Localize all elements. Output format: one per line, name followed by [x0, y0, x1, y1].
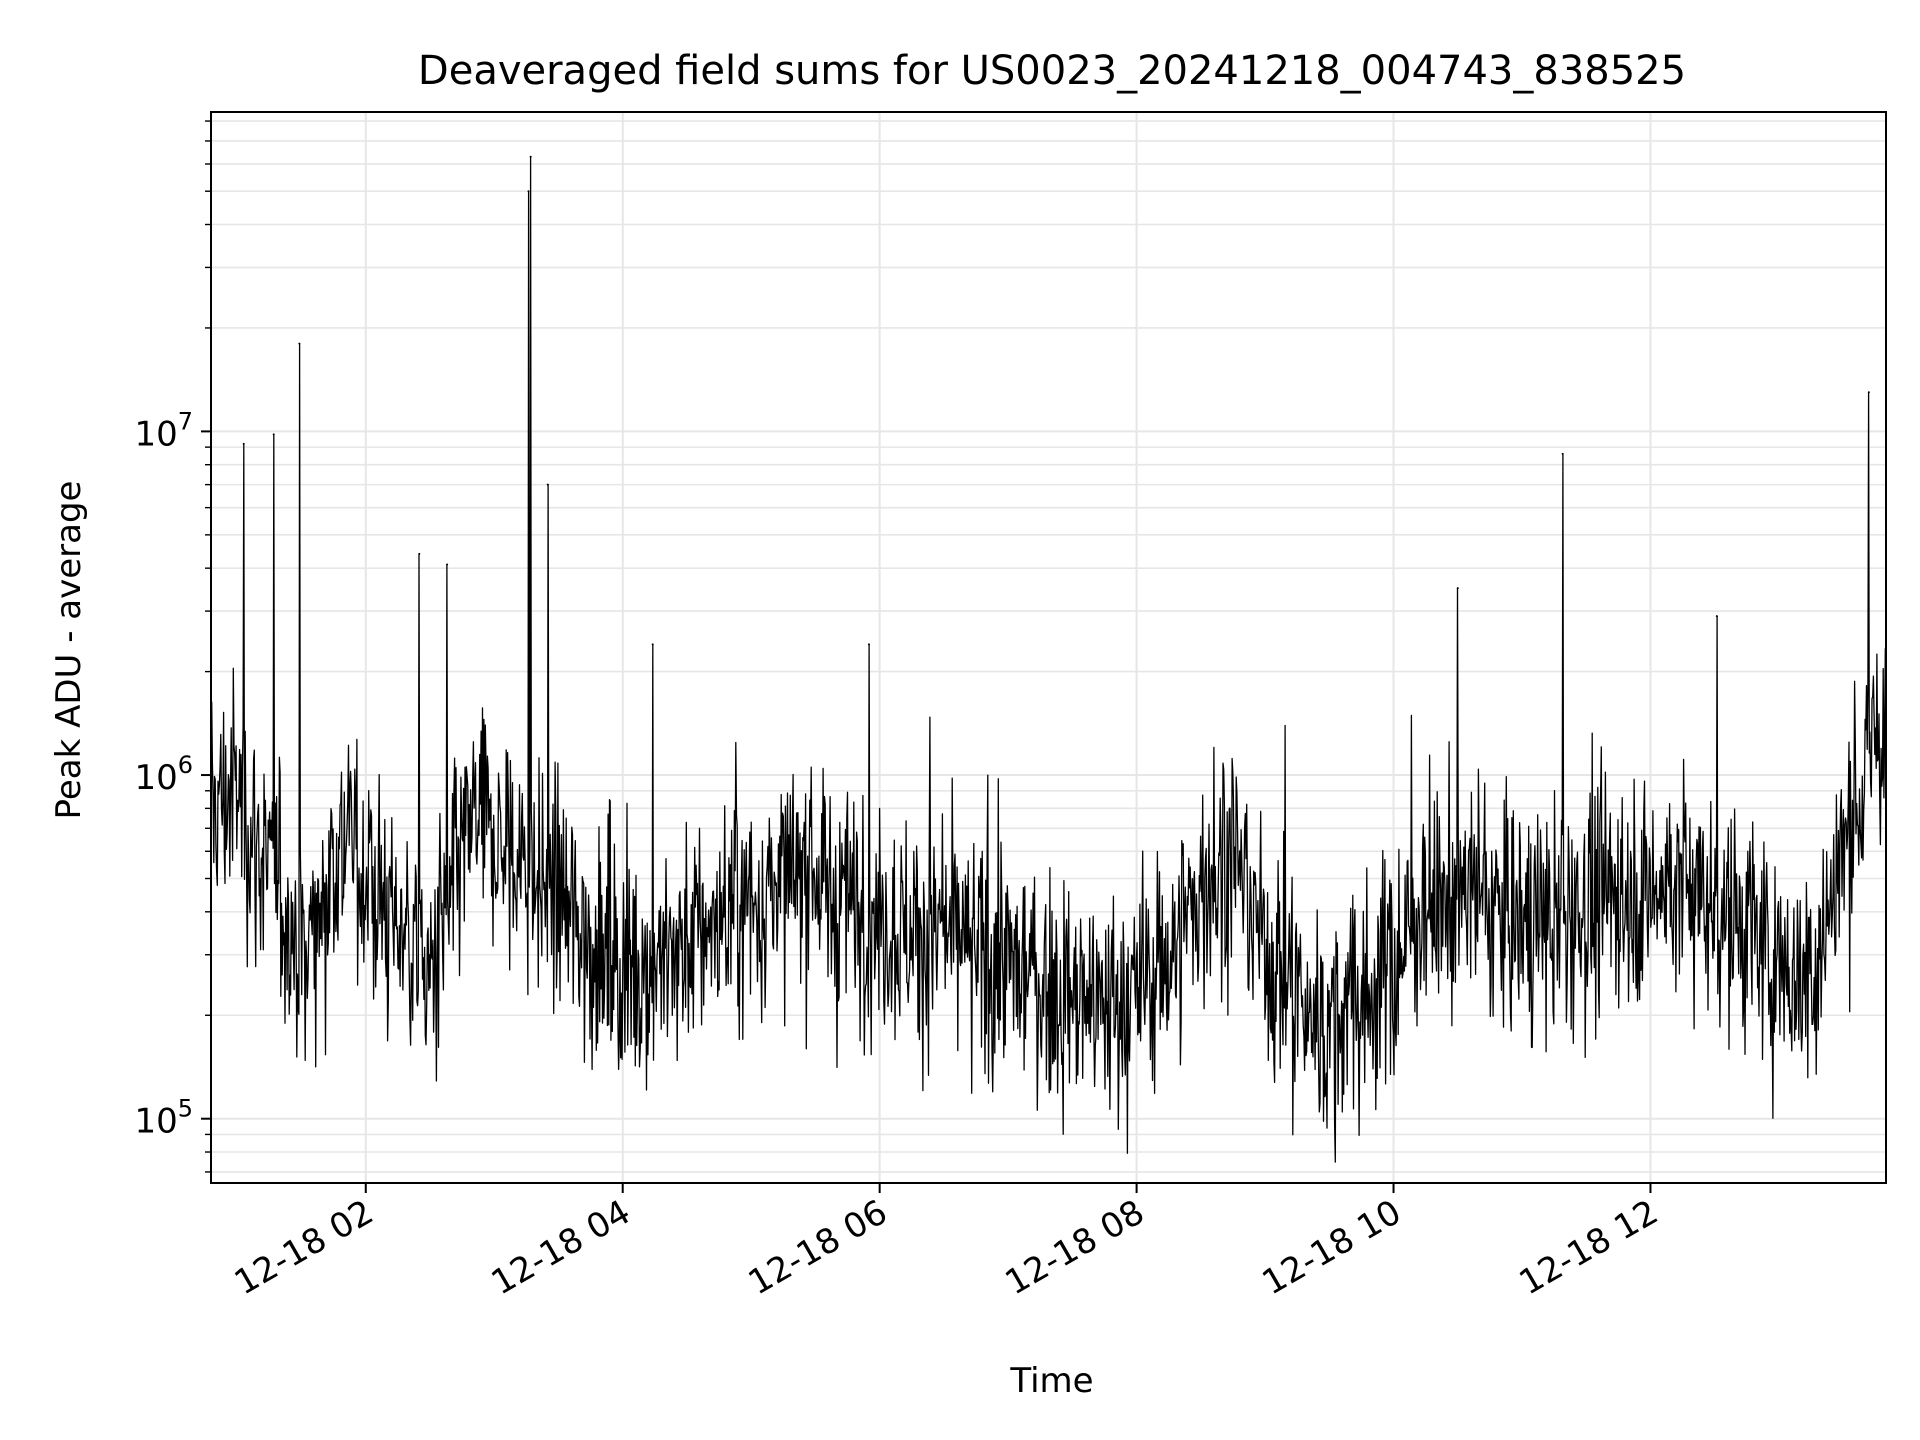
plot-frame	[210, 111, 1887, 1184]
x-tick-label: 12-18 04	[485, 1192, 637, 1303]
x-tick-label: 12-18 02	[228, 1192, 380, 1303]
spike-point	[527, 190, 530, 193]
spike-point	[298, 342, 301, 345]
spike-point	[272, 433, 275, 436]
spike-point	[1561, 452, 1564, 455]
spike-point	[1456, 587, 1459, 590]
series-line	[210, 156, 1887, 1163]
y-tick-label: 106	[134, 751, 193, 798]
spike-point	[1867, 391, 1870, 394]
y-tick-label: 107	[134, 407, 193, 454]
spike-point	[529, 155, 532, 158]
spike-point	[867, 643, 870, 646]
x-tick-label: 12-18 06	[742, 1192, 894, 1303]
x-tick-label: 12-18 12	[1513, 1192, 1665, 1303]
grid-lines	[211, 112, 1886, 1183]
series-layer	[210, 155, 1887, 1163]
spike-point	[546, 483, 549, 486]
spike-point	[1715, 615, 1718, 618]
chart-title: Deaveraged field sums for US0023_2024121…	[418, 48, 1686, 94]
y-axis-label: Peak ADU - average	[49, 481, 89, 820]
ticks-layer: 105 106 107 12-18 02 12-18 04 12-18 06 12-18 0…	[134, 120, 1665, 1303]
y-tick-label: 105	[134, 1095, 193, 1142]
x-tick-label: 12-18 10	[1256, 1192, 1408, 1303]
x-tick-label: 12-18 08	[999, 1192, 1151, 1303]
spike-point	[446, 563, 449, 566]
spike-point	[242, 442, 245, 445]
x-axis-label: Time	[1009, 1361, 1093, 1401]
spike-point	[418, 552, 421, 555]
spike-point	[651, 643, 654, 646]
